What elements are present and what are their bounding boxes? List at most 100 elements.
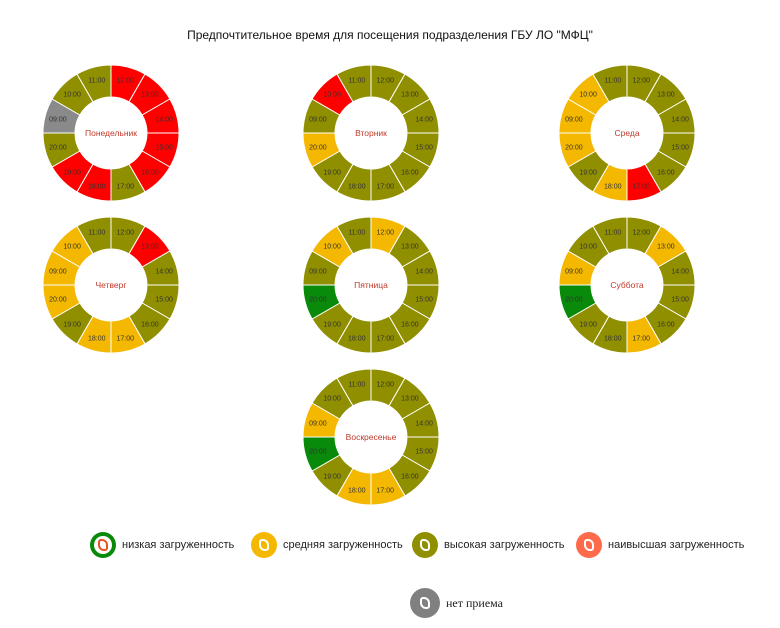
segment-time-label: 09:00 <box>309 420 327 427</box>
segment-time-label: 14:00 <box>155 116 173 123</box>
segment-time-label: 18:00 <box>88 184 106 191</box>
segment-time-label: 15:00 <box>671 297 689 304</box>
segment-time-label: 11:00 <box>88 77 105 84</box>
segment-time-label: 16:00 <box>141 321 159 328</box>
segment-time-label: 17:00 <box>376 336 394 343</box>
donut-3: 12:00 13:00 14:00 15:00 16:00 17:00 18:00 19:00… <box>42 216 180 354</box>
segment-time-label: 18:00 <box>604 336 622 343</box>
segment-time-label: 16:00 <box>657 321 675 328</box>
donut-day-label: Воскресенье <box>346 432 397 442</box>
segment-time-label: 19:00 <box>323 321 341 328</box>
segment-time-label: 09:00 <box>309 116 327 123</box>
segment-time-label: 10:00 <box>323 92 341 99</box>
donut-segment <box>336 216 372 255</box>
segment-time-label: 14:00 <box>415 268 433 275</box>
segment-time-label: 14:00 <box>671 116 689 123</box>
segment-time-label: 13:00 <box>401 92 419 99</box>
segment-time-label: 10:00 <box>579 92 597 99</box>
segment-time-label: 12:00 <box>116 77 134 84</box>
segment-time-label: 16:00 <box>401 473 419 480</box>
legend-label: нет приема <box>446 595 503 610</box>
segment-time-label: 18:00 <box>348 184 366 191</box>
segment-time-label: 11:00 <box>604 77 621 84</box>
segment-time-label: 17:00 <box>376 184 394 191</box>
segment-time-label: 15:00 <box>415 145 433 152</box>
segment-time-label: 09:00 <box>565 268 583 275</box>
legend-swatch-icon <box>251 532 277 558</box>
segment-time-label: 12:00 <box>632 77 650 84</box>
segment-time-label: 14:00 <box>415 116 433 123</box>
segment-time-label: 13:00 <box>401 244 419 251</box>
segment-time-label: 20:00 <box>565 145 583 152</box>
donut-segment <box>592 216 628 255</box>
segment-time-label: 10:00 <box>63 92 81 99</box>
segment-time-label: 12:00 <box>116 229 134 236</box>
segment-time-label: 19:00 <box>579 321 597 328</box>
segment-time-label: 09:00 <box>49 268 67 275</box>
segment-time-label: 19:00 <box>579 169 597 176</box>
segment-time-label: 13:00 <box>141 244 159 251</box>
segment-time-label: 15:00 <box>671 145 689 152</box>
legend-swatch-icon <box>576 532 602 558</box>
segment-time-label: 15:00 <box>415 297 433 304</box>
donut-1: 12:00 13:00 14:00 15:00 16:00 17:00 18:00 19:00… <box>302 64 440 202</box>
legend-swatch-icon <box>412 532 438 558</box>
segment-time-label: 14:00 <box>415 420 433 427</box>
segment-time-label: 18:00 <box>88 336 106 343</box>
donut-day-label: Пятница <box>354 280 388 290</box>
segment-time-label: 15:00 <box>155 297 173 304</box>
legend-swatch-icon <box>410 588 440 618</box>
donut-6: 12:00 13:00 14:00 15:00 16:00 17:00 18:00 19:00… <box>302 368 440 506</box>
segment-time-label: 17:00 <box>632 184 650 191</box>
segment-time-label: 12:00 <box>632 229 650 236</box>
segment-time-label: 20:00 <box>565 297 583 304</box>
segment-time-label: 16:00 <box>401 321 419 328</box>
segment-time-label: 11:00 <box>88 229 105 236</box>
segment-time-label: 20:00 <box>309 297 327 304</box>
segment-time-label: 19:00 <box>63 321 81 328</box>
segment-time-label: 19:00 <box>323 473 341 480</box>
segment-time-label: 12:00 <box>376 229 394 236</box>
donut-day-label: Среда <box>614 128 639 138</box>
segment-time-label: 09:00 <box>565 116 583 123</box>
segment-time-label: 14:00 <box>671 268 689 275</box>
segment-time-label: 11:00 <box>348 77 365 84</box>
segment-time-label: 20:00 <box>309 145 327 152</box>
segment-time-label: 20:00 <box>49 145 67 152</box>
donut-day-label: Понедельник <box>85 128 137 138</box>
segment-time-label: 12:00 <box>376 77 394 84</box>
legend-item-closed: нет приема <box>410 588 503 618</box>
legend-swatch-icon <box>90 532 116 558</box>
donut-segment <box>336 368 372 407</box>
segment-time-label: 09:00 <box>309 268 327 275</box>
segment-time-label: 11:00 <box>604 229 621 236</box>
segment-time-label: 17:00 <box>116 184 134 191</box>
legend-label: высокая загруженность <box>444 539 565 551</box>
segment-time-label: 10:00 <box>579 244 597 251</box>
legend-label: средняя загруженность <box>283 539 403 551</box>
segment-time-label: 10:00 <box>323 244 341 251</box>
donut-segment <box>76 216 112 255</box>
donut-2: 12:00 13:00 14:00 15:00 16:00 17:00 18:00 19:00… <box>558 64 696 202</box>
legend-item-highest: наивысшая загруженность <box>576 532 744 558</box>
donut-5: 12:00 13:00 14:00 15:00 16:00 17:00 18:00 19:00… <box>558 216 696 354</box>
segment-time-label: 19:00 <box>323 169 341 176</box>
legend-label: низкая загруженность <box>122 539 235 551</box>
segment-time-label: 13:00 <box>657 244 675 251</box>
segment-time-label: 16:00 <box>401 169 419 176</box>
segment-time-label: 11:00 <box>348 381 365 388</box>
donut-segment <box>336 64 372 103</box>
segment-time-label: 17:00 <box>376 488 394 495</box>
segment-time-label: 13:00 <box>657 92 675 99</box>
donut-day-label: Суббота <box>610 280 644 290</box>
segment-time-label: 09:00 <box>49 116 67 123</box>
donut-day-label: Четверг <box>96 280 127 290</box>
segment-time-label: 18:00 <box>348 488 366 495</box>
donut-segment <box>592 64 628 103</box>
segment-time-label: 15:00 <box>155 145 173 152</box>
segment-time-label: 13:00 <box>401 396 419 403</box>
donut-0: 12:00 13:00 14:00 15:00 16:00 17:00 18:00 19:00… <box>42 64 180 202</box>
segment-time-label: 11:00 <box>348 229 365 236</box>
segment-time-label: 12:00 <box>376 381 394 388</box>
